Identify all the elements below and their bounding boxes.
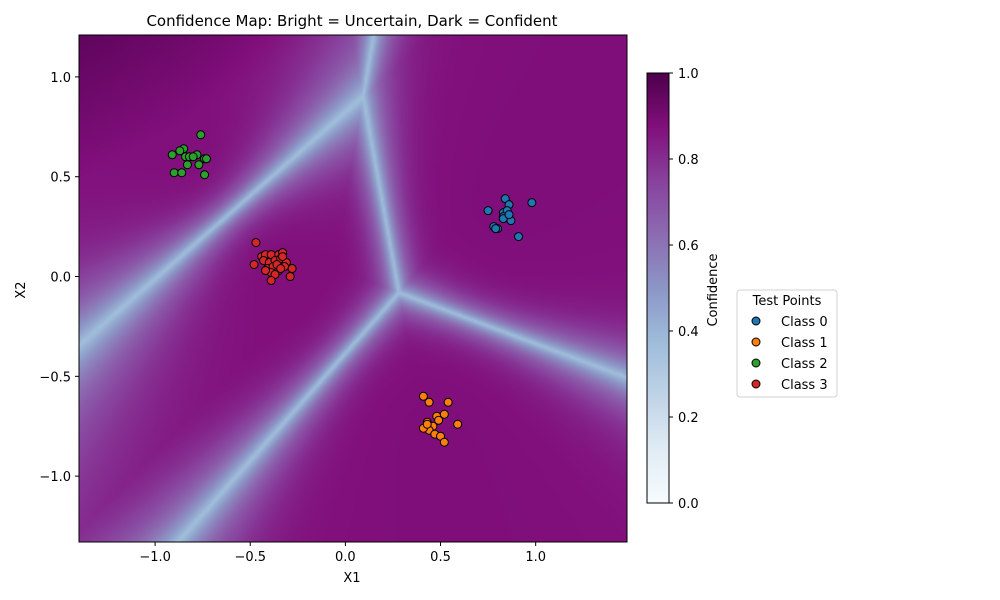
y-tick-label: −1.0 [39,470,71,485]
confidence-heatmap [79,35,627,542]
y-axis: 1.0 0.5 0.0 −0.5 −1.0 [39,71,79,485]
data-point [285,272,295,282]
legend-entries: Class 0 Class 1 Class 2 Class 3 [751,315,828,393]
data-point [266,276,276,286]
legend-entry: Class 0 [751,315,828,330]
data-point [276,264,286,274]
data-point [200,170,210,180]
legend-entry: Class 3 [751,378,828,393]
y-axis-label: X2 [14,281,29,298]
data-point [169,168,179,178]
colorbar-gradient [646,72,670,504]
chart-title: Confidence Map: Bright = Uncertain, Dark… [146,12,557,30]
colorbar-tick-label: 1.0 [678,67,699,82]
data-point [424,397,434,407]
data-point [249,260,259,270]
data-point [418,391,428,401]
legend-frame [736,289,838,398]
data-point [527,198,537,208]
data-point [443,397,453,407]
legend-entry: Class 2 [751,357,828,372]
data-point [196,130,206,140]
data-point [177,168,187,178]
data-point [514,232,524,242]
legend-label: Class 0 [781,315,828,330]
y-tick-label: 0.5 [50,171,71,186]
series-0 [483,194,537,242]
y-tick-label: 0.0 [50,271,71,286]
legend-label: Class 2 [781,357,828,372]
data-point [439,437,449,447]
colorbar-tick-label: 0.2 [678,411,699,426]
legend-label: Class 1 [781,336,828,351]
x-tick-label: −0.5 [234,550,266,565]
legend: Test Points Class 0 Class 1 Class 2 Class 3 [736,289,838,398]
legend-title: Test Points [752,294,822,309]
data-point [439,409,449,419]
legend-marker [751,337,761,347]
series-2 [167,130,211,180]
data-point [434,415,444,425]
x-tick-label: 1.0 [525,550,546,565]
colorbar-label: Confidence [706,253,721,326]
data-point [167,150,177,160]
data-point [278,252,288,262]
data-point [504,210,514,220]
data-point [483,206,493,216]
x-tick-label: −1.0 [139,550,171,565]
data-point [453,419,463,429]
colorbar-tick-label: 0.6 [678,239,699,254]
y-tick-label: 1.0 [50,71,71,86]
data-point [201,154,211,164]
series-1 [418,391,463,447]
colorbar-tick-label: 0.0 [678,497,699,512]
series-3 [249,238,297,286]
colorbar: 1.0 0.8 0.6 0.4 0.2 0.0 Confidence [646,67,721,512]
y-tick-label: −0.5 [39,370,71,385]
legend-label: Class 3 [781,378,828,393]
data-point [175,146,185,156]
data-point [422,419,432,429]
colorbar-ticks: 1.0 0.8 0.6 0.4 0.2 0.0 [669,67,699,512]
legend-entry: Class 1 [751,336,828,351]
data-point [287,264,297,274]
data-point [182,160,192,170]
x-tick-label: 0.5 [430,550,451,565]
data-point [194,160,204,170]
data-point [188,152,198,162]
legend-marker [751,316,761,326]
legend-marker [751,379,761,389]
data-point [491,224,501,234]
x-axis-label: X1 [343,571,360,586]
colorbar-tick-label: 0.8 [678,153,699,168]
plot-frame [78,34,628,543]
colorbar-tick-label: 0.4 [678,325,699,340]
scatter-points [167,130,537,447]
data-point [260,266,270,276]
x-tick-label: 0.0 [335,550,356,565]
legend-marker [751,358,761,368]
x-axis: −1.0 −0.5 0.0 0.5 1.0 [139,542,546,565]
data-point [251,238,261,248]
